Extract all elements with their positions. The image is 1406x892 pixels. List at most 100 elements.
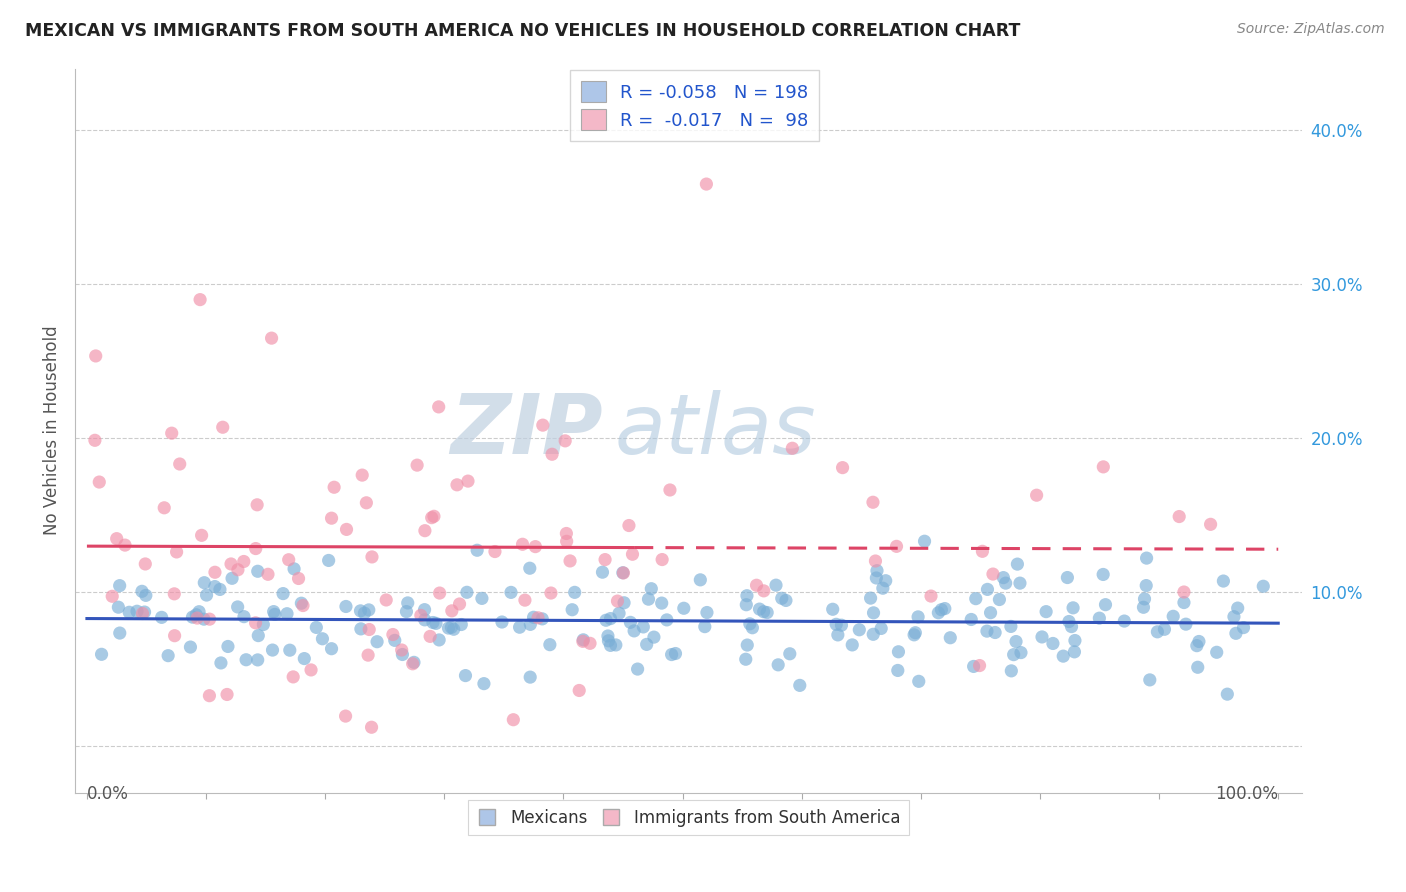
Point [848,623,870,637]
Point [1168,509,1191,524]
Point [825,617,848,632]
Point [305,620,328,634]
Text: Source: ZipAtlas.com: Source: ZipAtlas.com [1237,22,1385,37]
Point [1132,600,1154,615]
Point [830,618,852,632]
Point [619,615,641,630]
Point [1188,634,1211,648]
Point [554,434,576,448]
Point [1153,622,1175,636]
Text: 0.0%: 0.0% [87,785,129,804]
Text: atlas: atlas [614,390,817,471]
Point [1056,570,1078,584]
Point [349,604,371,618]
Point [651,552,673,566]
Point [443,622,465,636]
Point [636,637,658,651]
Point [440,620,463,634]
Point [695,177,717,191]
Point [413,602,436,616]
Point [166,545,188,559]
Point [866,564,889,578]
Point [169,457,191,471]
Point [612,566,634,580]
Point [1031,630,1053,644]
Point [413,524,436,538]
Point [831,460,853,475]
Point [291,599,314,613]
Point [1174,617,1197,632]
Point [572,632,595,647]
Point [841,638,863,652]
Point [283,670,305,684]
Point [413,613,436,627]
Point [157,648,180,663]
Point [555,526,578,541]
Point [181,610,204,624]
Point [965,591,987,606]
Point [962,659,984,673]
Point [513,593,536,607]
Point [440,604,463,618]
Point [134,557,156,571]
Point [1216,687,1239,701]
Point [887,645,910,659]
Point [1042,636,1064,650]
Point [735,638,758,652]
Point [163,587,186,601]
Point [1139,673,1161,687]
Point [427,400,450,414]
Point [420,510,443,524]
Point [153,500,176,515]
Point [664,647,686,661]
Point [204,580,226,594]
Point [524,540,547,554]
Point [366,634,388,648]
Point [311,632,333,646]
Point [870,622,893,636]
Point [606,594,628,608]
Point [779,647,801,661]
Point [595,613,617,627]
Point [409,608,432,623]
Point [1063,645,1085,659]
Point [633,620,655,634]
Point [1251,579,1274,593]
Point [512,537,534,551]
Point [186,611,208,625]
Point [360,720,382,734]
Point [361,549,384,564]
Point [395,605,418,619]
Point [198,612,221,626]
Point [257,567,280,582]
Point [357,603,380,617]
Point [1064,633,1087,648]
Point [564,585,586,599]
Point [118,605,141,619]
Point [1007,557,1029,571]
Point [903,628,925,642]
Point [204,566,226,580]
Point [568,683,591,698]
Point [752,605,775,619]
Point [391,643,413,657]
Point [827,628,849,642]
Point [1057,615,1080,629]
Point [1187,660,1209,674]
Point [217,640,239,654]
Point [195,588,218,602]
Point [1136,551,1159,566]
Point [83,434,105,448]
Point [1173,595,1195,609]
Point [626,662,648,676]
Point [752,583,775,598]
Point [1135,578,1157,592]
Point [252,617,274,632]
Point [101,589,124,603]
Point [276,607,298,621]
Point [335,599,357,614]
Point [1185,639,1208,653]
Point [735,589,758,603]
Point [335,523,357,537]
Point [262,643,284,657]
